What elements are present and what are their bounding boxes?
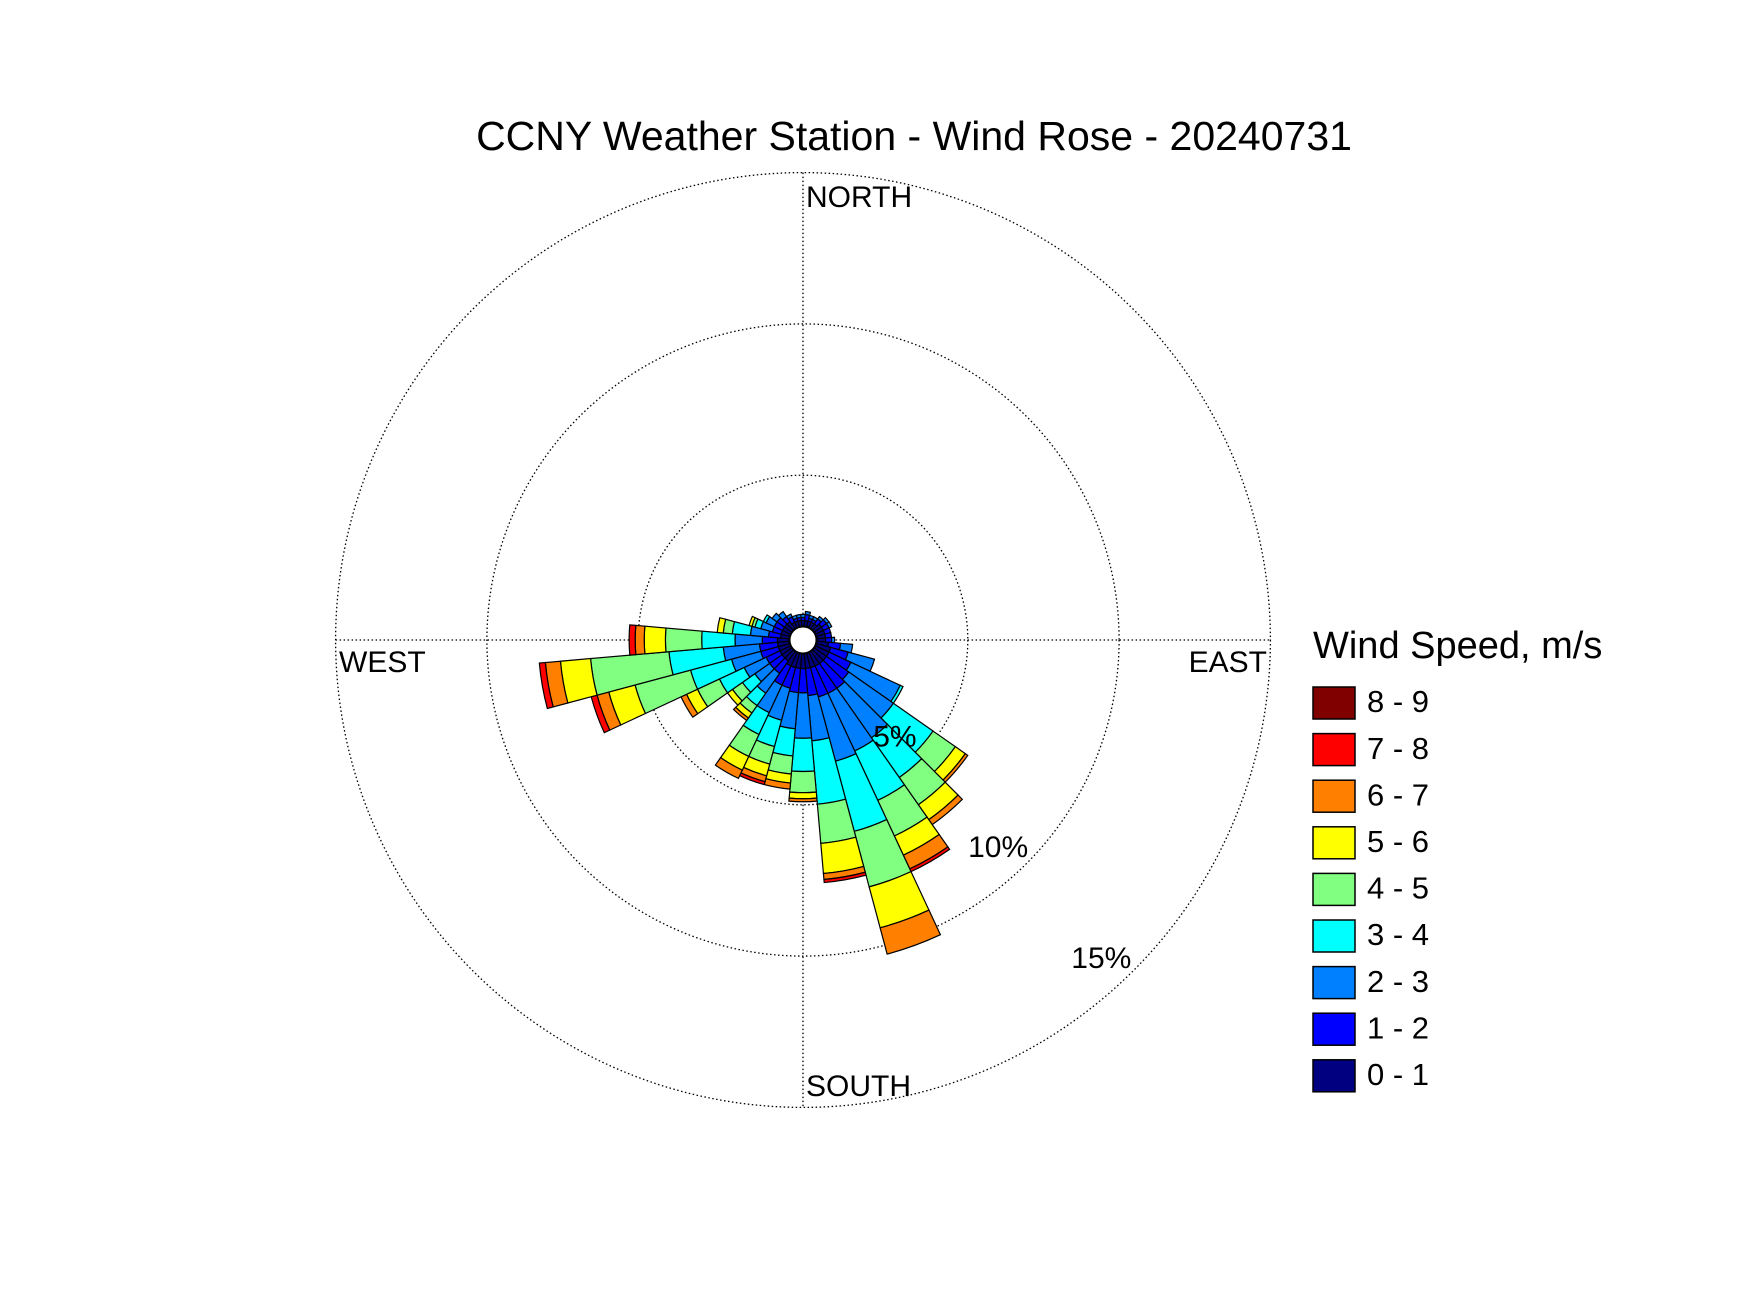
wedge-segment [795, 613, 802, 619]
legend: 0 - 1 1 - 2 2 - 3 3 - 4 4 - 5 5 - 6 6 - 7 7 - 8… [1312, 684, 1429, 1093]
wedge-segment [748, 615, 756, 628]
south-label: SOUTH [806, 1070, 911, 1103]
wedge-segment [879, 909, 942, 955]
legend-swatch [1312, 686, 1356, 720]
wedges [538, 610, 969, 955]
legend-label: 3 - 4 [1367, 917, 1429, 952]
center-hole [788, 625, 818, 655]
wedge-segment [714, 756, 744, 780]
legend-swatch [1312, 732, 1356, 767]
grid-ring [637, 474, 969, 806]
legend-label: 4 - 5 [1367, 871, 1429, 906]
legend-label: 6 - 7 [1367, 777, 1429, 812]
wedge-segment [643, 625, 667, 655]
wedge-segment [777, 610, 788, 621]
chart-title: CCNY Weather Station - Wind Rose - 20240… [476, 113, 1352, 159]
legend-label: 7 - 8 [1367, 731, 1429, 766]
wedge-segment [804, 610, 812, 617]
wedge-segment [789, 770, 817, 794]
wedge-segment [716, 616, 727, 634]
legend-label: 1 - 2 [1367, 1010, 1429, 1045]
wedge-segment [825, 621, 833, 629]
east-label: EAST [1189, 646, 1267, 679]
wedge-segment [830, 636, 836, 644]
grid-ring [486, 323, 1120, 957]
grid [334, 171, 1272, 1109]
wedge-segment [790, 737, 816, 773]
wedge-segment [628, 624, 637, 656]
wedge-segment [823, 871, 867, 884]
legend-swatch [1312, 1059, 1356, 1093]
legend-swatch [1312, 919, 1356, 953]
ring-label: 15% [1071, 942, 1131, 975]
ring-label: 10% [968, 831, 1028, 864]
legend-label: 5 - 6 [1367, 824, 1429, 859]
legend-swatch [1312, 872, 1356, 907]
legend-swatch [1312, 965, 1356, 1000]
wedge-segment [664, 627, 703, 653]
ring-label: 5% [873, 721, 916, 754]
legend-swatch [1312, 1012, 1356, 1046]
wedge-segment [732, 706, 750, 722]
legend-label: 0 - 1 [1367, 1057, 1429, 1092]
wedge-segment [762, 614, 771, 624]
wedge-segment [538, 661, 554, 710]
legend-swatch [1312, 779, 1356, 813]
north-label: NORTH [806, 181, 912, 214]
legend-swatch [1312, 826, 1356, 860]
legend-title: Wind Speed, m/s [1313, 625, 1602, 667]
wedge-segment [788, 791, 818, 800]
legend-label: 8 - 9 [1367, 684, 1429, 719]
grid-ring [334, 171, 1272, 1109]
west-label: WEST [339, 646, 426, 679]
legend-label: 2 - 3 [1367, 964, 1429, 999]
wedge-segment [788, 797, 818, 803]
wedge-segment [634, 624, 646, 656]
wedge-segment [771, 612, 782, 623]
wedge-segment [785, 613, 793, 620]
labels: NORTH EAST SOUTH WEST 5% 10% 15% [339, 181, 1267, 1103]
